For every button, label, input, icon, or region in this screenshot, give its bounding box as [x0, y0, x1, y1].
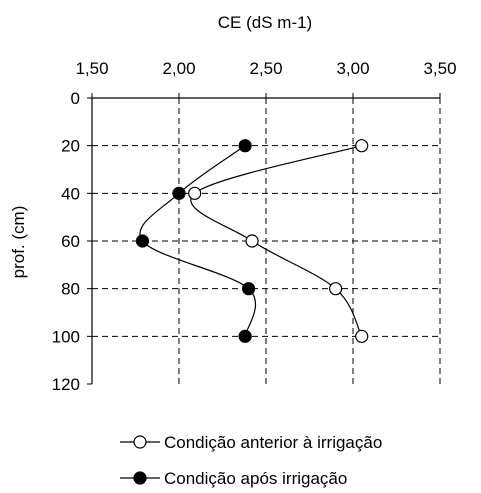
- grid: [92, 98, 441, 384]
- y-tick-label: 0: [71, 89, 80, 108]
- data-point-filled: [238, 139, 252, 153]
- data-point-open: [188, 186, 202, 200]
- y-tick-labels: 0 20 40 60 80 100 120: [52, 89, 80, 394]
- data-point-filled: [238, 329, 252, 343]
- x-axis-title: CE (dS m-1): [218, 13, 312, 32]
- x-tick-labels: 1,50 2,00 2,50 3,00 3,50: [75, 59, 456, 78]
- x-tick-label: 1,50: [75, 59, 108, 78]
- legend-label: Condição após irrigação: [164, 469, 347, 488]
- x-tick-label: 3,00: [336, 59, 369, 78]
- y-tick-label: 20: [61, 137, 80, 156]
- data-point-open: [355, 329, 369, 343]
- legend-marker-open: [133, 435, 147, 449]
- axes: [87, 93, 441, 385]
- legend-marker-filled: [133, 471, 147, 485]
- series-2: [135, 139, 256, 343]
- y-tick-label: 80: [61, 280, 80, 299]
- y-axis-title: prof. (cm): [9, 206, 28, 279]
- data-point-open: [329, 282, 343, 296]
- data-point-open: [245, 234, 259, 248]
- legend-item-2: Condição após irrigação: [120, 469, 347, 488]
- data-point-open: [355, 139, 369, 153]
- series-group: [135, 139, 369, 343]
- y-tick-label: 100: [52, 327, 80, 346]
- legend-item-1: Condição anterior à irrigação: [120, 433, 382, 452]
- y-tick-label: 60: [61, 232, 80, 251]
- data-point-filled: [242, 282, 256, 296]
- y-tick-label: 40: [61, 184, 80, 203]
- series-1: [188, 139, 369, 343]
- x-tick-label: 2,50: [249, 59, 282, 78]
- legend-label: Condição anterior à irrigação: [164, 433, 382, 452]
- legend: Condição anterior à irrigação Condição ap…: [120, 433, 382, 488]
- x-tick-label: 2,00: [162, 59, 195, 78]
- data-point-filled: [135, 234, 150, 248]
- y-tick-label: 120: [52, 375, 80, 394]
- data-point-filled: [172, 186, 186, 200]
- x-tick-label: 3,50: [423, 59, 456, 78]
